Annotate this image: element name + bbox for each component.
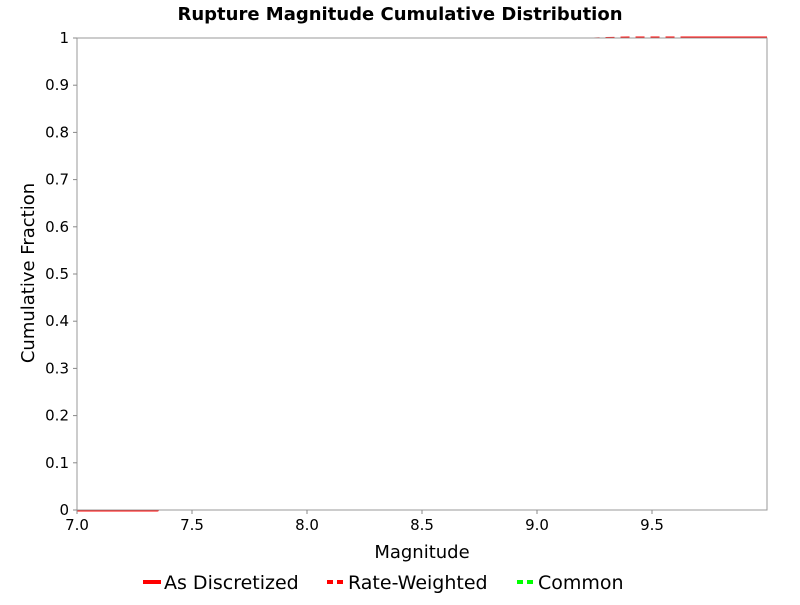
legend-label: Rate-Weighted (348, 572, 488, 594)
y-tick-label: 0.8 (45, 123, 69, 141)
y-axis-label: Cumulative Fraction (18, 183, 39, 363)
y-tick-label: 0.3 (45, 359, 69, 377)
y-tick-label: 0.4 (45, 312, 69, 330)
x-axis: 7.0 7.5 8.0 8.5 9.0 9.5 (65, 510, 664, 534)
x-tick-label: 9.5 (640, 516, 664, 534)
x-tick-label: 7.5 (180, 516, 204, 534)
legend-item: Common (517, 572, 624, 594)
legend: As Discretized Rate-Weighted Common (143, 572, 624, 594)
legend-item: Rate-Weighted (327, 572, 488, 594)
x-tick-label: 8.0 (295, 516, 319, 534)
chart-title: Rupture Magnitude Cumulative Distributio… (177, 4, 622, 25)
y-tick-label: 0.9 (45, 76, 69, 94)
plot-frame (76, 37, 768, 511)
y-tick-label: 0.2 (45, 407, 69, 425)
legend-label: As Discretized (164, 572, 299, 594)
y-axis: 0 0.1 0.2 0.3 0.4 0.5 0.6 0.7 0.8 0.9 1 (45, 29, 77, 519)
legend-item: As Discretized (143, 572, 299, 594)
y-tick-label: 0 (59, 501, 69, 519)
x-tick-label: 7.0 (65, 516, 89, 534)
y-tick-label: 0.7 (45, 171, 69, 189)
x-tick-label: 9.0 (525, 516, 549, 534)
x-tick-label: 8.5 (410, 516, 434, 534)
legend-label: Common (538, 572, 624, 594)
x-axis-label: Magnitude (374, 542, 469, 563)
y-tick-label: 0.5 (45, 265, 69, 283)
y-tick-label: 0.6 (45, 218, 69, 236)
y-tick-label: 1 (59, 29, 69, 47)
y-tick-label: 0.1 (45, 454, 69, 472)
